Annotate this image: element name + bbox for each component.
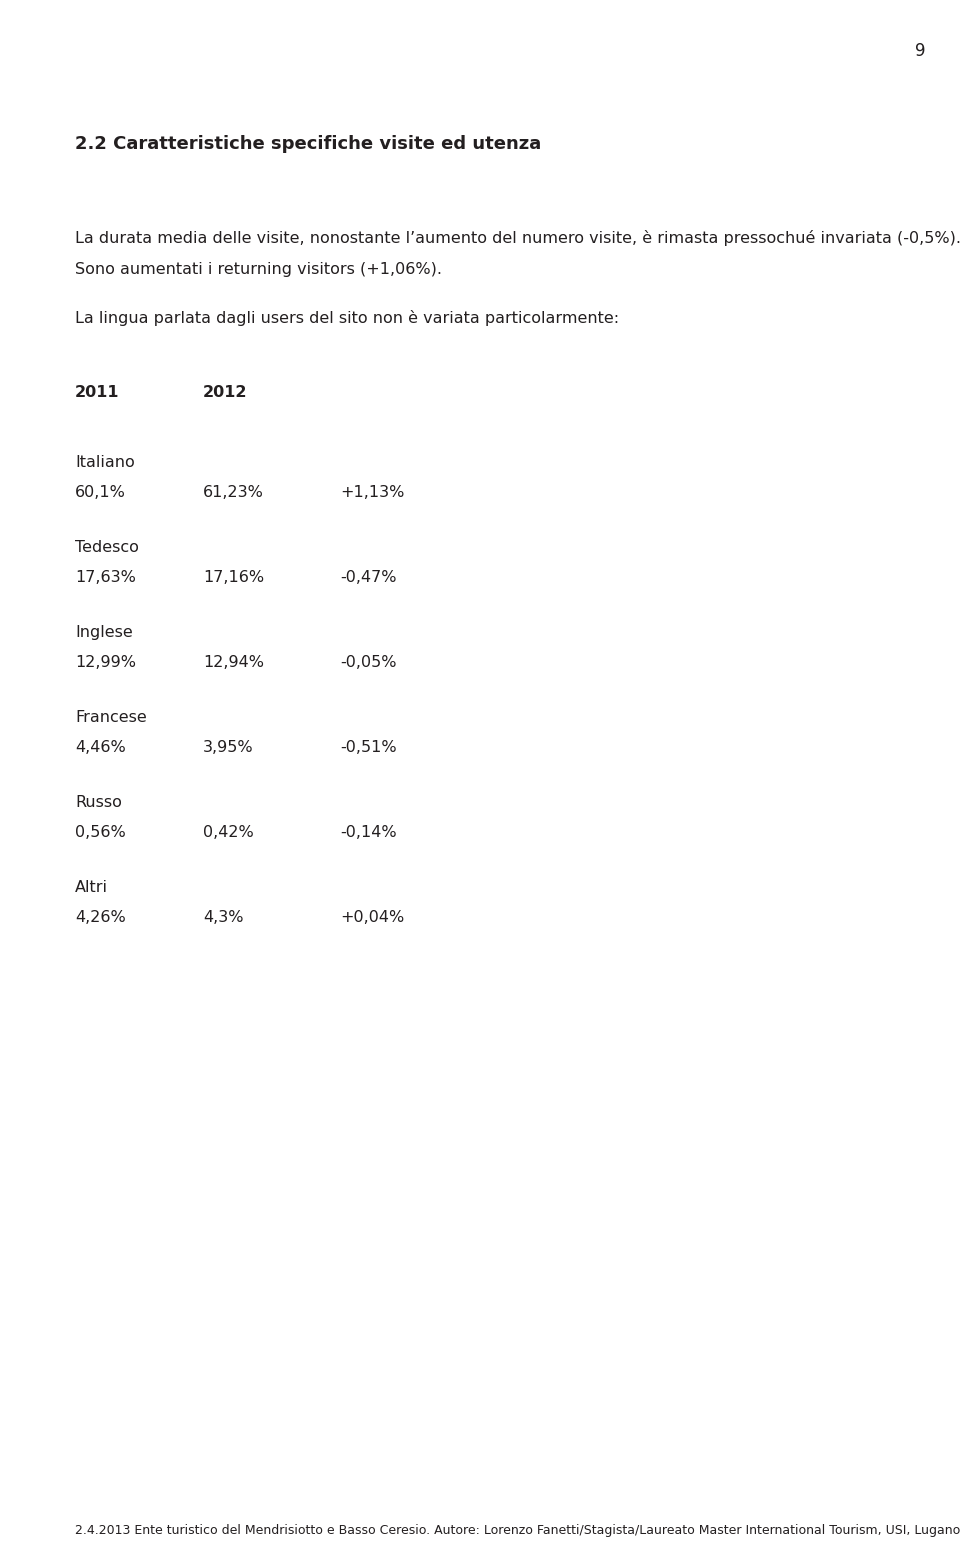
Text: 4,46%: 4,46%: [75, 740, 126, 754]
Text: 0,42%: 0,42%: [203, 825, 253, 840]
Text: -0,47%: -0,47%: [340, 570, 396, 586]
Text: 60,1%: 60,1%: [75, 484, 126, 500]
Text: La lingua parlata dagli users del sito non è variata particolarmente:: La lingua parlata dagli users del sito n…: [75, 309, 619, 326]
Text: Sono aumentati i returning visitors (+1,06%).: Sono aumentati i returning visitors (+1,…: [75, 262, 442, 276]
Text: 3,95%: 3,95%: [203, 740, 253, 754]
Text: Tedesco: Tedesco: [75, 540, 139, 555]
Text: 12,99%: 12,99%: [75, 654, 136, 670]
Text: 2012: 2012: [203, 384, 248, 400]
Text: 17,63%: 17,63%: [75, 570, 136, 586]
Text: 17,16%: 17,16%: [203, 570, 264, 586]
Text: Inglese: Inglese: [75, 625, 132, 640]
Text: -0,05%: -0,05%: [340, 654, 396, 670]
Text: Russo: Russo: [75, 795, 122, 811]
Text: Altri: Altri: [75, 879, 108, 895]
Text: 4,3%: 4,3%: [203, 911, 244, 925]
Text: -0,51%: -0,51%: [340, 740, 396, 754]
Text: La durata media delle visite, nonostante l’aumento del numero visite, è rimasta : La durata media delle visite, nonostante…: [75, 230, 960, 245]
Text: Italiano: Italiano: [75, 455, 134, 470]
Text: +1,13%: +1,13%: [340, 484, 404, 500]
Text: Francese: Francese: [75, 711, 147, 725]
Text: 61,23%: 61,23%: [203, 484, 264, 500]
Text: 12,94%: 12,94%: [203, 654, 264, 670]
Text: -0,14%: -0,14%: [340, 825, 396, 840]
Text: 2011: 2011: [75, 384, 119, 400]
Text: 2.2 Caratteristiche specifiche visite ed utenza: 2.2 Caratteristiche specifiche visite ed…: [75, 134, 541, 153]
Text: +0,04%: +0,04%: [340, 911, 404, 925]
Text: 0,56%: 0,56%: [75, 825, 126, 840]
Text: 4,26%: 4,26%: [75, 911, 126, 925]
Text: 9: 9: [915, 42, 925, 59]
Text: 2.4.2013 Ente turistico del Mendrisiotto e Basso Ceresio. Autore: Lorenzo Fanett: 2.4.2013 Ente turistico del Mendrisiotto…: [75, 1525, 960, 1537]
